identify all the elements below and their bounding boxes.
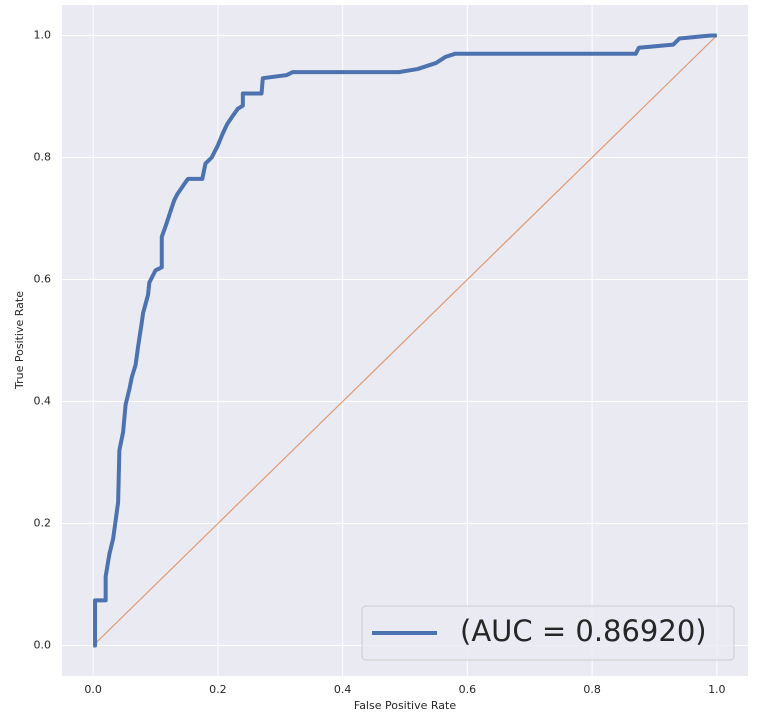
x-tick-label: 0.2 xyxy=(209,683,227,696)
y-tick-label: 0.6 xyxy=(34,273,52,286)
x-tick-label: 1.0 xyxy=(708,683,726,696)
x-axis-label: False Positive Rate xyxy=(354,699,456,712)
legend-label: (AUC = 0.86920) xyxy=(460,614,707,648)
x-tick-label: 0.8 xyxy=(583,683,601,696)
legend: (AUC = 0.86920) xyxy=(361,605,735,661)
chance-line xyxy=(92,35,718,646)
legend-box xyxy=(361,605,735,661)
x-tick-label: 0.0 xyxy=(84,683,102,696)
y-axis-label: True Positive Rate xyxy=(13,291,26,390)
y-tick-label: 1.0 xyxy=(34,29,52,42)
y-tick-label: 0.8 xyxy=(34,151,52,164)
y-tick-label: 0.0 xyxy=(34,639,52,652)
x-tick-label: 0.6 xyxy=(459,683,477,696)
roc-line xyxy=(93,33,717,648)
y-tick-label: 0.4 xyxy=(34,395,52,408)
y-tick-label: 0.2 xyxy=(34,517,52,530)
x-tick-label: 0.4 xyxy=(334,683,352,696)
